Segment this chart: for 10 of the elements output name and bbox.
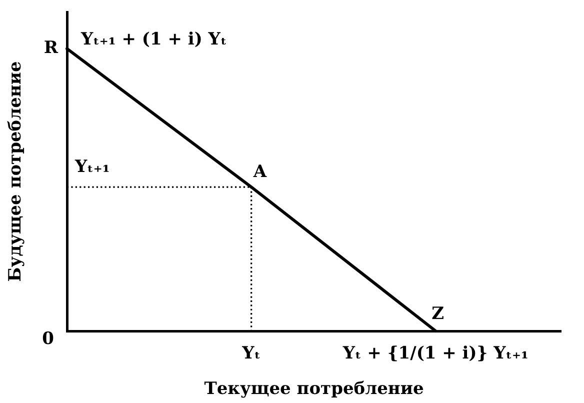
annotation: A [252,162,268,182]
x-tick-label: Yₜ + {1/(1 + i)} Yₜ₊₁ [342,344,528,364]
annotation: Yₜ₊₁ [74,157,110,178]
annotation: Yₜ₊₁ + (1 + i) Yₜ [80,30,227,50]
text: 0 [42,329,54,349]
text: R [44,38,59,58]
x-axis-title: Текущее потребление [204,379,424,400]
x-tick-label: Yₜ [241,344,261,364]
annotation: Z [432,304,444,324]
y-axis-title: Будущее потребление [6,61,26,282]
